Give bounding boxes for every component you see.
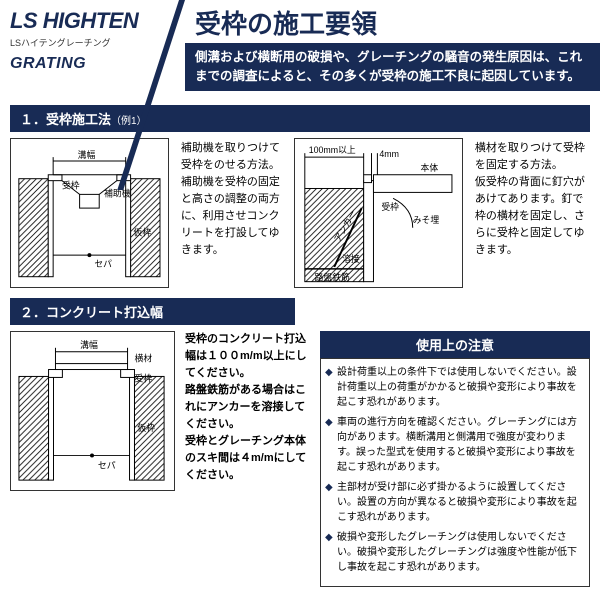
svg-text:みそ埋: みそ埋 (413, 215, 440, 225)
header-right: 受枠の施工要領 側溝および横断用の破損や、グレーチングの騒音の発生原因は、これま… (185, 0, 600, 95)
caution-heading: 使用上の注意 (320, 331, 590, 358)
brand-name: LS HIGHTEN (10, 8, 175, 34)
svg-text:路盤鉄筋: 路盤鉄筋 (315, 272, 350, 283)
header: LS HIGHTEN LSハイテングレーチング GRATING 受枠の施工要領 … (0, 0, 600, 95)
svg-text:受枠: 受枠 (62, 179, 80, 190)
svg-text:4mm: 4mm (379, 149, 399, 159)
svg-text:受枠: 受枠 (381, 201, 399, 212)
svg-text:溝幅: 溝幅 (80, 339, 98, 350)
section1-h-text: １．受枠施工法 (20, 112, 111, 127)
text-block-2: 横材を取りつけて受枠を固定する方法。 仮受枠の背面に釘穴があけてあります。釘で枠… (471, 138, 590, 288)
caution-block: 使用上の注意 設計荷重以上の条件下では使用しないでください。設計荷重以上の荷重が… (320, 331, 590, 587)
caution-item: 主部材が受け部に必ず掛かるように設置してください。設置の方向が異なると破損や変形… (325, 480, 583, 525)
svg-text:仮枠: 仮枠 (137, 422, 155, 433)
page-title: 受枠の施工要領 (185, 0, 600, 43)
svg-text:横材: 横材 (134, 353, 152, 364)
row1: 溝幅 受枠 補助機 仮枠 セパ 補助機を取りつけて受枠をのせる方法。 補助機を受… (0, 138, 600, 288)
caution-item: 破損や変形したグレーチングは使用しないでください。破損や変形したグレーチングは強… (325, 530, 583, 575)
text-block-3: 受枠のコンクリート打込幅は１００m/m以上にしてください。 路盤鉄筋がある場合は… (185, 331, 310, 587)
lead-text: 側溝および横断用の破損や、グレーチングの騒音の発生原因は、これまでの調査によると… (185, 43, 600, 91)
svg-text:100mm以上: 100mm以上 (309, 145, 356, 155)
caution-list: 設計荷重以上の条件下では使用しないでください。設計荷重以上の荷重がかかると破損や… (320, 358, 590, 587)
svg-text:溝幅: 溝幅 (78, 149, 96, 160)
svg-text:セパ: セパ (94, 259, 112, 269)
svg-text:セパ: セパ (98, 460, 116, 470)
svg-text:本体: 本体 (421, 162, 439, 173)
brand-sub: GRATING (10, 55, 175, 73)
svg-text:仮枠: 仮枠 (134, 227, 152, 238)
diagram-2: 100mm以上 4mm 本体 受枠 アンカー 溶接 路盤鉄筋 みそ埋 (294, 138, 463, 288)
section2-heading: ２．コンクリート打込幅 (10, 298, 295, 325)
brand-block: LS HIGHTEN LSハイテングレーチング GRATING (0, 0, 185, 95)
caution-item: 車両の進行方向を確認ください。グレーチングには方向があります。横断溝用と側溝用で… (325, 415, 583, 475)
row2: 溝幅 横材 受枠 仮枠 セパ 受枠のコンクリート打込幅は１００m/m以上にしてく… (0, 331, 600, 587)
diagram-1: 溝幅 受枠 補助機 仮枠 セパ (10, 138, 169, 288)
caution-item: 設計荷重以上の条件下では使用しないでください。設計荷重以上の荷重がかかると破損や… (325, 365, 583, 410)
text-block-1: 補助機を取りつけて受枠をのせる方法。 補助機を受枠の固定と高さの調整の両方に、利… (177, 138, 286, 288)
section1-heading: １．受枠施工法（例1） (10, 105, 590, 132)
svg-text:溶接: 溶接 (342, 253, 360, 264)
brand-tagline: LSハイテングレーチング (10, 36, 175, 49)
svg-text:受枠: 受枠 (134, 372, 152, 383)
diagram-3: 溝幅 横材 受枠 仮枠 セパ (10, 331, 175, 491)
